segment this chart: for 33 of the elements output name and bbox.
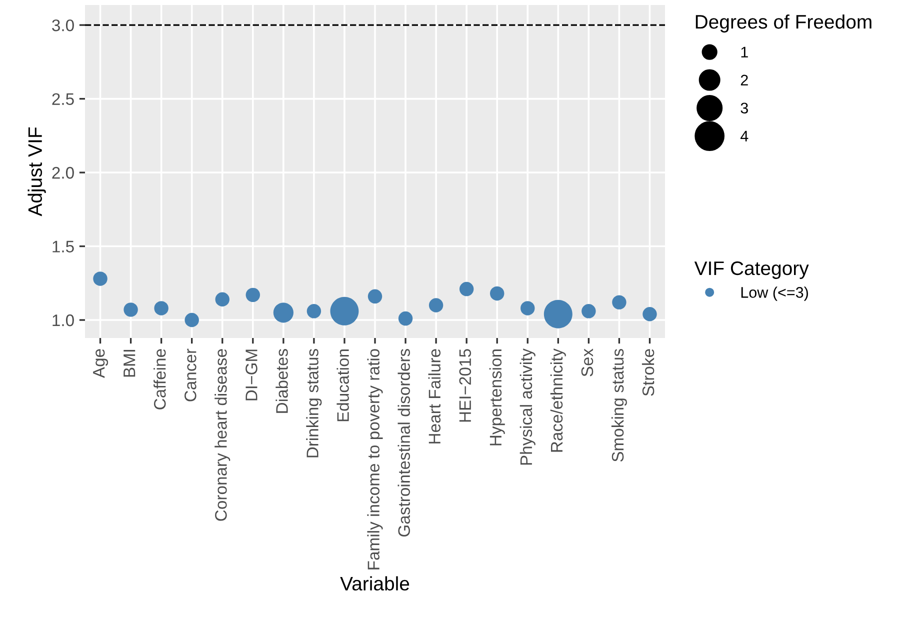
x-tick-label: Caffeine [154,349,166,410]
x-tick-label: Smoking status [611,349,627,462]
legend-label: 1 [741,46,748,58]
y-tick-label: 2.0 [52,166,74,179]
x-axis-title: Variable [340,576,410,591]
x-tick-label: Diabetes [276,349,288,413]
x-tick-label: Gastrointestinal disorders [398,349,410,537]
x-tick-label: Physical activity [520,348,536,465]
x-tick-label: BMI [124,350,136,377]
x-tick-label: HEI−2015 [459,349,472,422]
x-tick-label: Drinking status [306,349,322,458]
x-tick-label: Race/ethnicity [550,348,566,452]
legend-label: Low (<=3) [741,286,808,301]
x-tick-label: Hypertension [489,349,505,446]
x-tick-label: Coronary heart disease [214,349,230,521]
x-tick-label: Heart Failure [428,349,441,444]
x-tick-label: Age [93,349,108,378]
y-tick-label: 2.5 [52,93,74,105]
y-tick-label: 1.0 [52,314,74,326]
x-tick-label: Education [336,349,349,422]
x-tick-label: Stroke [642,349,654,396]
legend-label: 4 [740,130,748,142]
y-tick-label: 3.0 [52,19,74,32]
x-tick-label: Family income to poverty ratio [367,349,383,570]
legend-title: VIF Category [694,261,809,279]
text: Degrees of Freedom [696,14,872,33]
x-tick-label: Cancer [184,348,196,402]
y-tick-label: 1.5 [52,240,74,252]
y-axis-title: Adjust VIF [28,127,46,216]
legend-label: 3 [740,102,748,114]
x-tick-label: DI−GM [246,350,258,400]
x-tick-label: Sex [581,348,594,376]
legend-label: 2 [740,74,748,86]
